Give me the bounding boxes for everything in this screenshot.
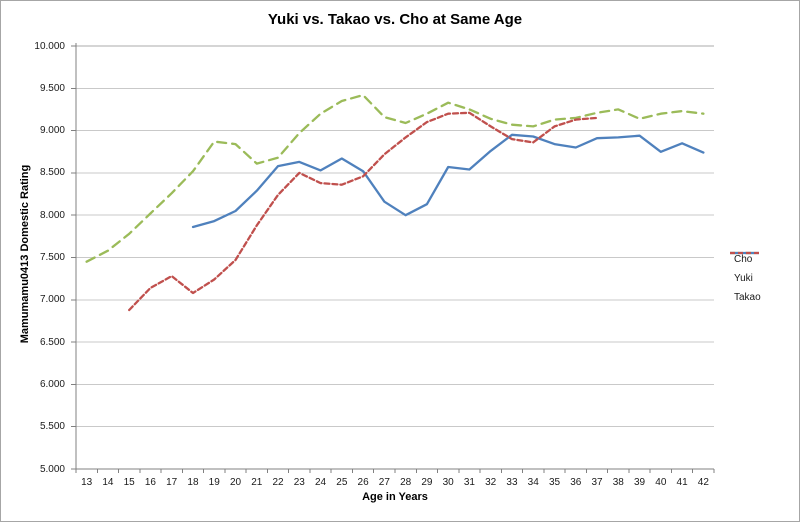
x-tick-label: 37	[591, 477, 603, 488]
y-tick-label: 6.000	[39, 378, 65, 390]
legend-swatch-takao	[730, 251, 759, 255]
x-tick-label: 13	[81, 477, 93, 488]
series-line-yuki	[191, 133, 705, 229]
y-tick-label: 10.000	[34, 40, 65, 52]
x-tick-label: 26	[357, 477, 369, 488]
legend-item-takao: Takao	[730, 251, 761, 307]
x-tick-label: 30	[442, 477, 454, 488]
legend-label: Yuki	[734, 273, 753, 284]
chart-title: Yuki vs. Takao vs. Cho at Same Age	[267, 11, 523, 28]
x-tick-label: 20	[229, 477, 242, 488]
y-tick-label: 6.500	[39, 336, 65, 348]
x-tick-label: 18	[187, 477, 199, 488]
x-tick-label: 41	[676, 477, 688, 488]
x-tick-label: 39	[634, 477, 646, 488]
x-tick-label: 24	[315, 477, 327, 488]
x-tick-label: 25	[336, 477, 348, 488]
legend-label: Cho	[734, 254, 753, 265]
x-tick-label: 36	[570, 477, 582, 488]
y-tick-label: 5.500	[39, 421, 65, 433]
y-tick-label: 7.000	[39, 294, 65, 306]
x-axis-title: Age in Years	[362, 491, 428, 503]
y-tick-label: 9.000	[39, 125, 65, 137]
x-tick-label: 23	[293, 477, 305, 488]
x-tick-label: 27	[378, 477, 390, 488]
y-tick-label: 5.000	[39, 463, 65, 475]
x-tick-label: 33	[506, 477, 518, 488]
x-tick-label: 16	[144, 477, 156, 488]
x-tick-label: 34	[527, 477, 539, 488]
x-tick-label: 22	[272, 477, 284, 488]
x-tick-label: 31	[463, 477, 475, 488]
x-tick-label: 14	[102, 477, 114, 488]
x-tick-label: 35	[548, 477, 561, 488]
legend-item-yuki: Yuki	[730, 251, 761, 288]
legend: Cho Yuki Takao	[730, 250, 761, 307]
x-tick-label: 29	[421, 477, 433, 488]
y-tick-label: 9.500	[39, 82, 65, 94]
series-line-cho	[85, 93, 705, 263]
x-tick-label: 42	[697, 477, 709, 488]
x-tick-label: 32	[485, 477, 497, 488]
x-tick-label: 38	[612, 477, 624, 488]
x-tick-label: 19	[208, 477, 220, 488]
legend-label: Takao	[734, 292, 761, 303]
y-tick-label: 8.500	[39, 167, 65, 179]
x-tick-label: 28	[400, 477, 412, 488]
x-tick-label: 15	[123, 477, 135, 488]
series-line-takao	[128, 111, 599, 312]
x-tick-label: 17	[166, 477, 178, 488]
x-tick-label: 21	[251, 477, 263, 488]
y-tick-label: 8.000	[39, 209, 65, 221]
x-tick-label: 40	[655, 477, 667, 488]
y-tick-label: 7.500	[39, 252, 65, 263]
